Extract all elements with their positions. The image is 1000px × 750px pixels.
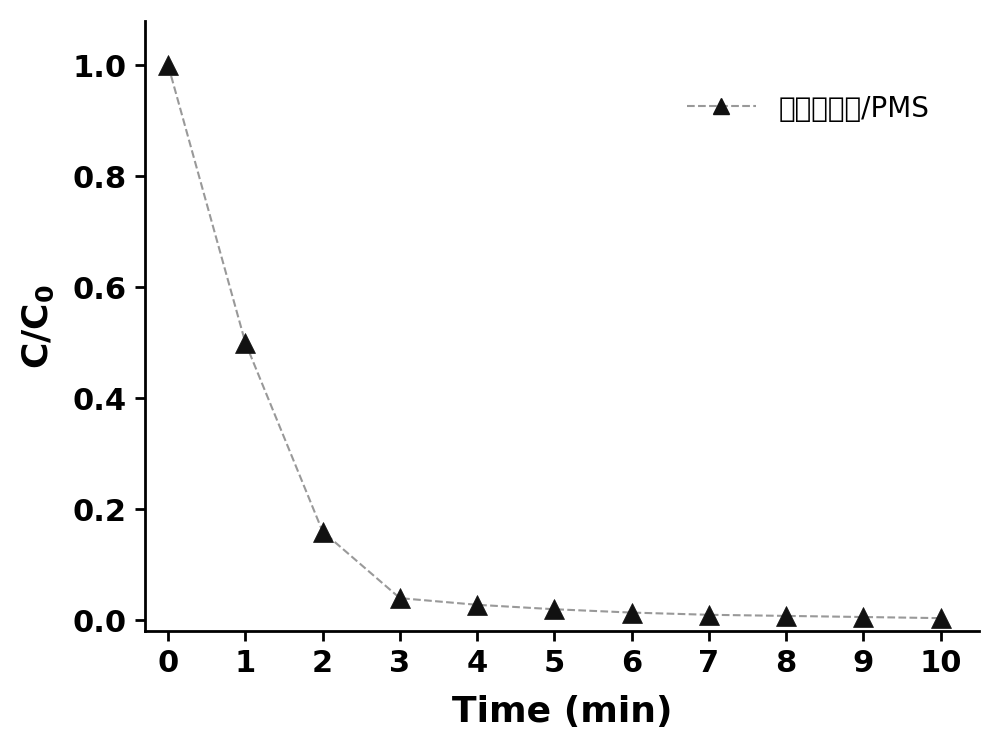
Y-axis label: $\mathbf{C/C_0}$: $\mathbf{C/C_0}$	[21, 284, 56, 368]
X-axis label: Time (min): Time (min)	[452, 695, 672, 729]
Legend: 改性碳维维/PMS: 改性碳维维/PMS	[675, 83, 940, 134]
